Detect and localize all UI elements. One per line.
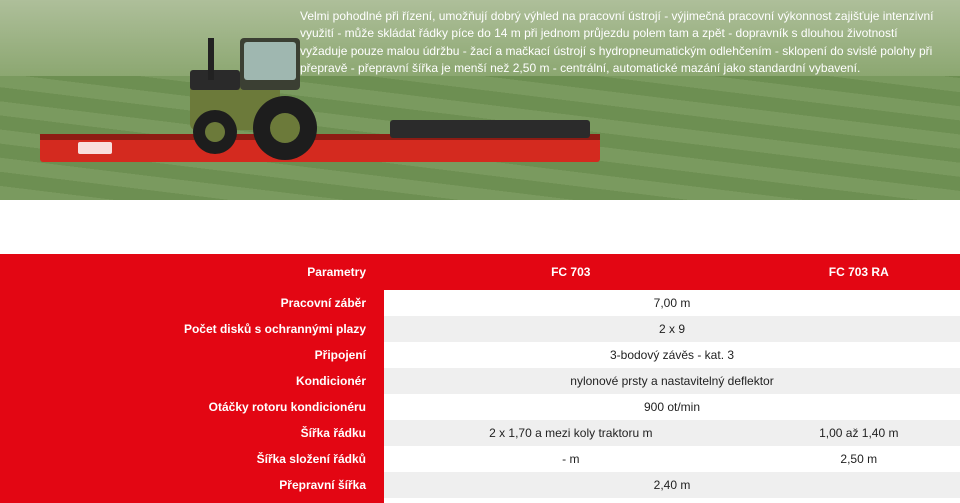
table-row: Otáčky rotoru kondicionéru900 ot/min — [0, 394, 960, 420]
table-row: Šířka složení řádků- m2,50 m — [0, 446, 960, 472]
row-label: Hmotnost — [0, 498, 384, 503]
row-value-col2: 1,00 až 1,40 m — [758, 420, 960, 446]
row-value: 7,00 m — [384, 290, 960, 316]
parameters-table: Parametry FC 703 FC 703 RA Pracovní zábě… — [0, 254, 960, 503]
hero-paragraph: Velmi pohodlné při řízení, umožňují dobr… — [300, 8, 944, 78]
hero-banner: Velmi pohodlné při řízení, umožňují dobr… — [0, 0, 960, 200]
row-label: Přepravní šířka — [0, 472, 384, 498]
table-row: Hmotnost3100 kg3800 kg — [0, 498, 960, 503]
row-label: Šířka řádku — [0, 420, 384, 446]
row-value: 2,40 m — [384, 472, 960, 498]
table-row: Kondicionérnylonové prsty a nastavitelný… — [0, 368, 960, 394]
row-label: Šířka složení řádků — [0, 446, 384, 472]
row-value: 2 x 9 — [384, 316, 960, 342]
table-row: Počet disků s ochrannými plazy2 x 9 — [0, 316, 960, 342]
row-value: 3-bodový závěs - kat. 3 — [384, 342, 960, 368]
row-value: nylonové prsty a nastavitelný deflektor — [384, 368, 960, 394]
col-header-parametry: Parametry — [0, 254, 384, 290]
table-row: Šířka řádku2 x 1,70 a mezi koly traktoru… — [0, 420, 960, 446]
table-row: Pracovní záběr7,00 m — [0, 290, 960, 316]
row-value: 900 ot/min — [384, 394, 960, 420]
col-header-fc703: FC 703 — [384, 254, 758, 290]
row-value-col2: 2,50 m — [758, 446, 960, 472]
row-value-col1: 2 x 1,70 a mezi koly traktoru m — [384, 420, 758, 446]
row-label: Počet disků s ochrannými plazy — [0, 316, 384, 342]
row-label: Kondicionér — [0, 368, 384, 394]
parameters-table-wrap: Parametry FC 703 FC 703 RA Pracovní zábě… — [0, 254, 960, 503]
row-label: Otáčky rotoru kondicionéru — [0, 394, 384, 420]
row-value-col1: - m — [384, 446, 758, 472]
parameters-tbody: Pracovní záběr7,00 mPočet disků s ochran… — [0, 290, 960, 503]
row-label: Připojení — [0, 342, 384, 368]
row-value-col2: 3800 kg — [758, 498, 960, 503]
table-row: Přepravní šířka2,40 m — [0, 472, 960, 498]
row-label: Pracovní záběr — [0, 290, 384, 316]
table-row: Připojení3-bodový závěs - kat. 3 — [0, 342, 960, 368]
row-value-col1: 3100 kg — [384, 498, 758, 503]
col-header-fc703ra: FC 703 RA — [758, 254, 960, 290]
